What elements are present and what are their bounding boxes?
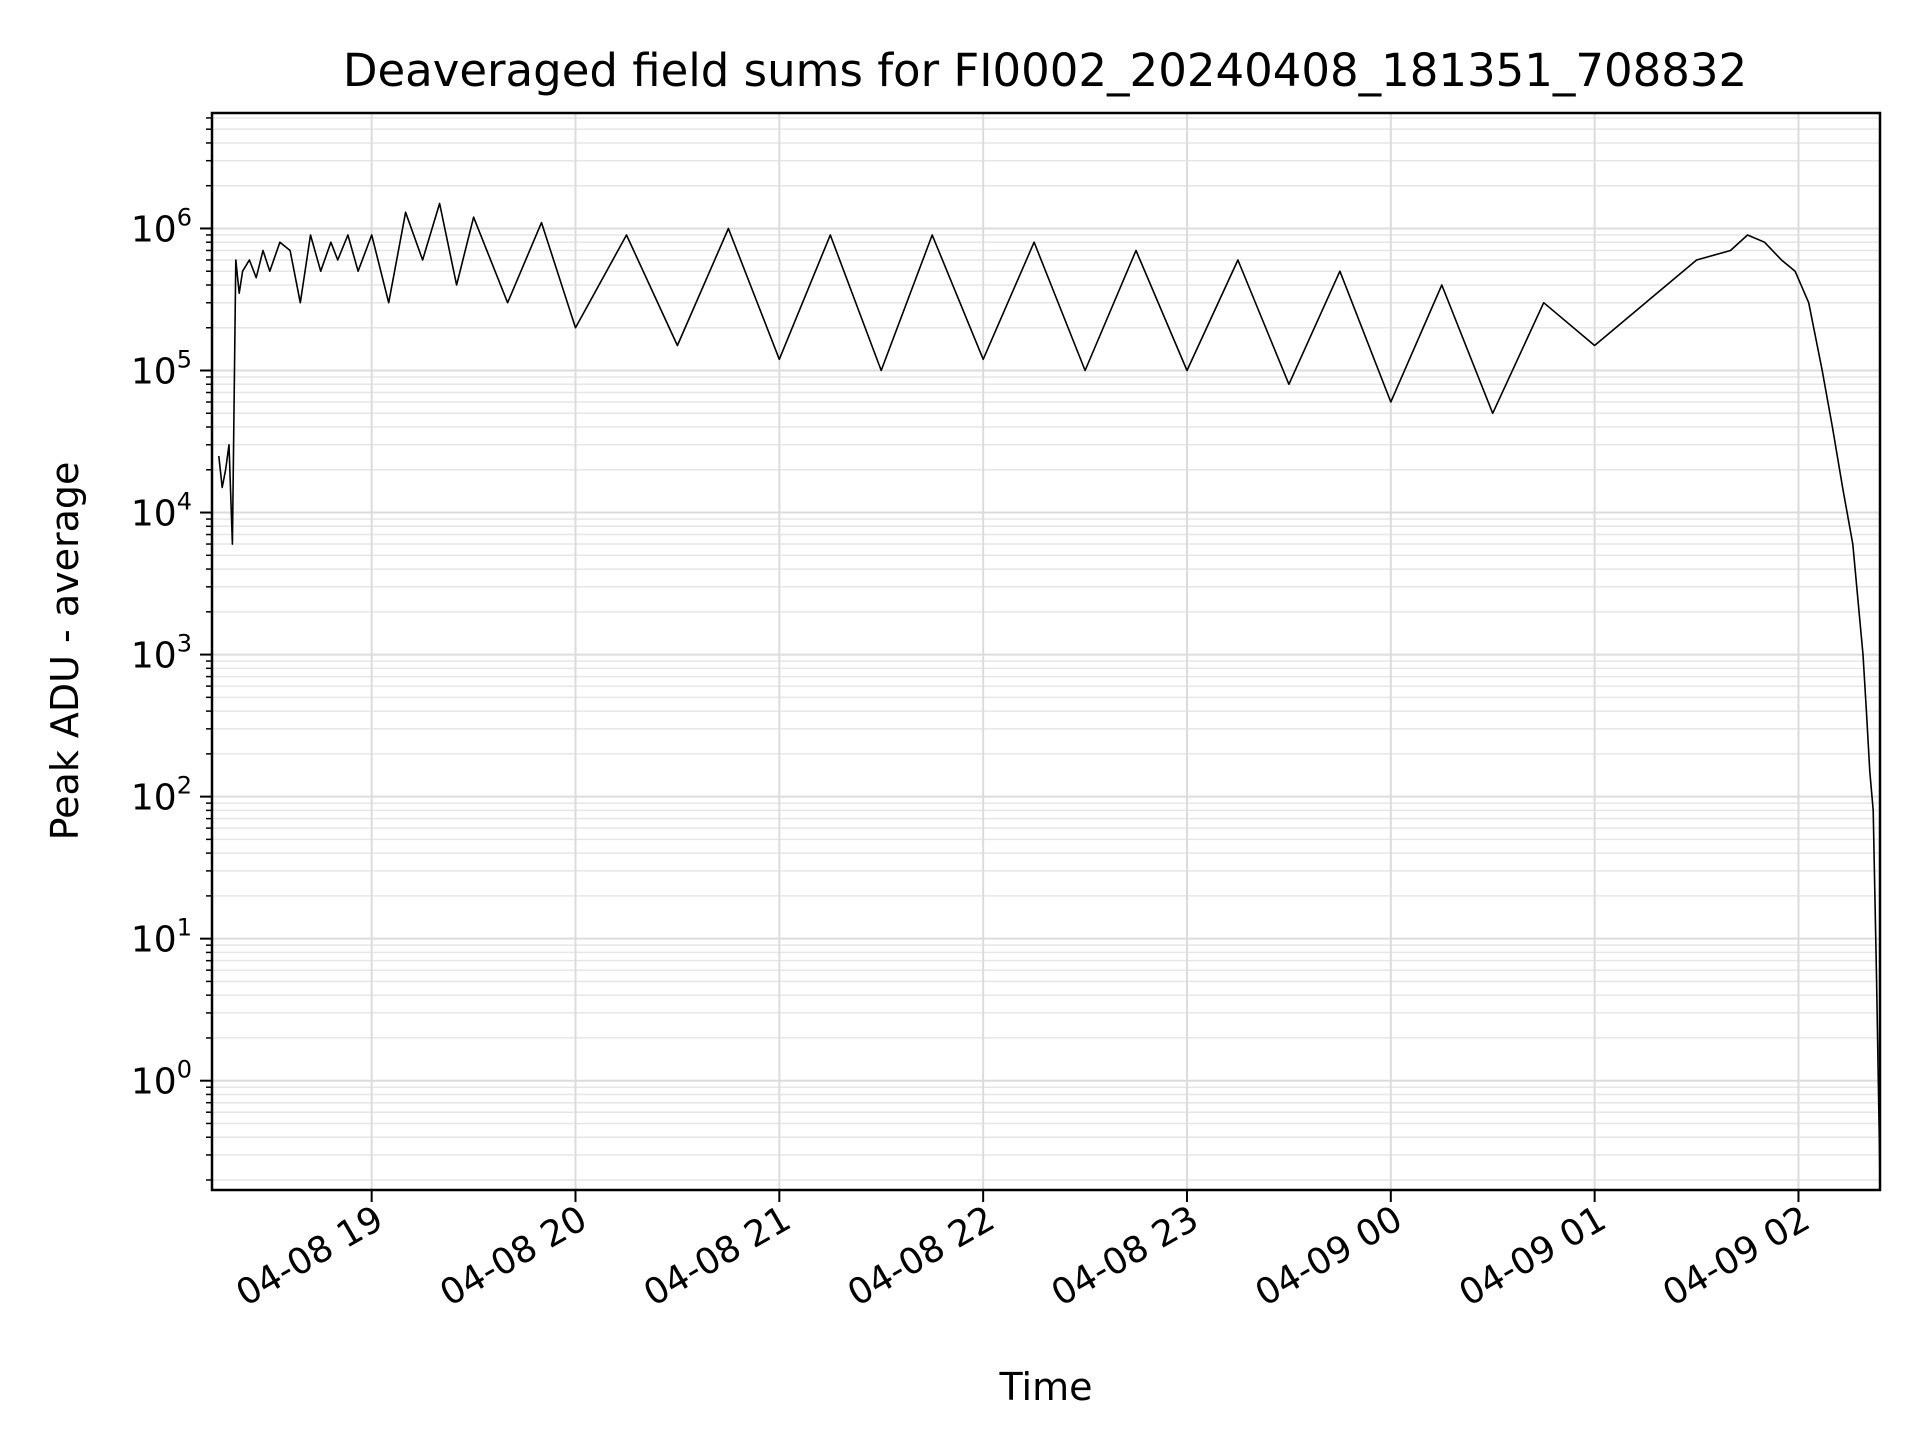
y-axis: 100 101 102 103 104 105 106 xyxy=(131,117,212,1181)
y-tick-label: 102 xyxy=(131,772,192,819)
y-tick-label: 104 xyxy=(131,488,192,535)
y-tick-label: 103 xyxy=(131,630,192,677)
chart-title: Deaveraged field sums for FI0002_2024040… xyxy=(343,44,1747,97)
x-tick-label: 04-08 23 xyxy=(1045,1198,1206,1314)
y-axis-label: Peak ADU - average xyxy=(43,462,87,841)
y-tick-label: 105 xyxy=(131,346,192,393)
grid-lines xyxy=(212,113,1880,1190)
y-tick-label: 106 xyxy=(131,203,192,250)
series-layer xyxy=(218,202,1881,1181)
x-tick-label: 04-08 19 xyxy=(229,1198,390,1314)
y-tick-label: 101 xyxy=(131,914,192,961)
x-axis: 04-08 19 04-08 20 04-08 21 04-08 22 04-08 23… xyxy=(229,1190,1817,1315)
x-tick-label: 04-09 02 xyxy=(1656,1198,1817,1314)
x-tick-label: 04-09 01 xyxy=(1452,1198,1613,1314)
y-tick-label: 100 xyxy=(131,1056,192,1103)
x-tick-label: 04-08 21 xyxy=(637,1198,798,1314)
x-tick-label: 04-08 20 xyxy=(433,1198,594,1314)
x-axis-label: Time xyxy=(999,1365,1093,1409)
x-tick-label: 04-08 22 xyxy=(841,1198,1002,1314)
x-tick-label: 04-09 00 xyxy=(1249,1198,1410,1314)
series-line-0 xyxy=(218,202,1881,1181)
plot-frame xyxy=(210,111,1882,1192)
